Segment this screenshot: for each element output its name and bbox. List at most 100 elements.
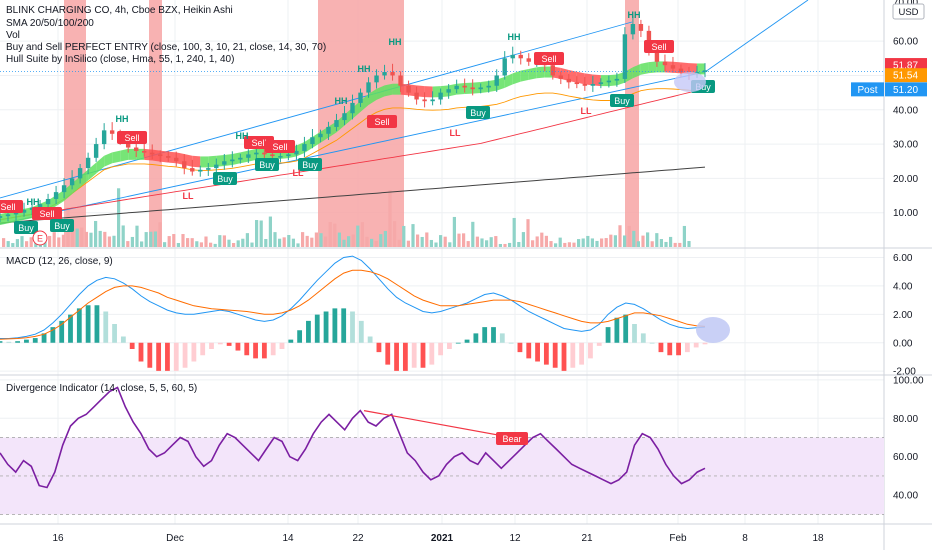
volume-bar [163,242,167,247]
buy-label: Buy [614,96,630,106]
divergence-tick: 80.00 [893,414,918,425]
macd-histogram-bar [306,320,311,343]
hull-segment [608,74,617,87]
volume-bar [328,221,332,247]
price-tick: 30.00 [893,140,918,151]
volume-bar [273,232,277,247]
macd-histogram-bar [279,342,285,349]
volume-bar [75,228,79,247]
time-tick: Dec [166,533,184,544]
candle-body [37,204,43,208]
volume-bar [259,220,263,247]
volume-bar [682,225,686,247]
volume-bar [71,222,75,247]
macd-legend: MACD (12, 26, close, 9) [6,256,113,267]
rsi-band [0,437,884,515]
macd-histogram-bar [552,342,558,368]
candle-body [61,185,67,193]
macd-histogram-bar [332,308,338,343]
volume-bar [526,219,530,247]
sell-label: Sell [39,209,54,219]
volume-bar [549,241,553,247]
volume-bar [296,243,300,247]
volume-bar [466,241,470,247]
volume-bar [448,242,452,247]
macd-histogram-bar [517,342,523,353]
macd-histogram-bar [253,342,258,359]
candle-body [662,61,668,66]
volume-bar [287,234,291,247]
candle-body [222,161,227,165]
volume-bar [167,236,171,247]
macd-histogram-bar [94,305,100,343]
divergence-tick: 60.00 [893,452,918,463]
hull-segment [248,148,257,162]
volume-bar [227,239,231,247]
volume-bar [356,225,360,247]
macd-histogram-bar [32,338,38,343]
hh-label: HH [335,96,348,106]
volume-bar [112,235,116,247]
earnings-marker[interactable]: E [32,230,48,246]
sell-label: Sell [0,202,15,212]
volume-bar [94,220,98,247]
volume-bar [650,241,654,247]
hull-segment [512,70,521,85]
macd-histogram-bar [676,342,681,356]
macd-histogram-bar [6,341,12,343]
macd-histogram-bar [244,342,250,356]
macd-histogram-bar [482,327,488,343]
price-tag-label: 51.54 [893,71,918,82]
hull-segment [240,150,249,164]
candle-body [430,99,435,102]
candle-body [310,137,315,145]
time-axis[interactable]: 16 Dec 14 22 2021 12 21 Feb 8 18 [52,533,824,544]
price-tick: 20.00 [893,174,918,185]
signal-zone [149,0,162,247]
candle-body [566,78,572,83]
volume-bar [443,236,447,247]
macd-histogram-bar [0,341,3,343]
trend-line [0,21,633,199]
hull-segment [384,83,393,97]
volume-bar [135,225,139,247]
volume-bar [89,232,93,247]
divergence-tick: 40.00 [893,491,918,502]
volume-bar [57,237,61,247]
hull-segment [96,155,105,174]
volume-bar [209,242,213,247]
macd-histogram-bar [217,342,223,345]
hull-segment [392,83,401,95]
hull-segment [368,88,377,105]
candle-body [694,72,700,74]
candle-body [670,65,676,69]
volume-bar [416,234,420,247]
volume-bar [20,236,24,247]
volume-bar [388,190,392,247]
hull-segment [536,66,545,79]
macd-histogram-bar [41,333,47,343]
volume-bar [351,234,355,247]
volume-bar [190,238,194,247]
volume-bar [144,232,148,247]
macd-histogram-bar [182,342,188,368]
volume-bar [6,241,10,247]
candle-body [53,192,59,199]
volume-bar [48,235,52,247]
signal-zone [625,0,639,247]
macd-histogram-bar [59,320,65,343]
sma100-line [0,88,706,221]
hull-segment [576,71,585,85]
macd-histogram-bar [702,342,708,345]
currency-button[interactable]: USD [892,3,925,20]
volume-bar [462,233,466,247]
volume-bar [342,239,346,247]
macd-histogram-bar [447,342,452,349]
volume-bar [250,242,254,247]
candle-body [414,92,419,100]
volume-bar [471,221,475,247]
candle-body [133,147,139,151]
volume-bar [121,225,125,247]
buy-label-bg [610,94,634,107]
